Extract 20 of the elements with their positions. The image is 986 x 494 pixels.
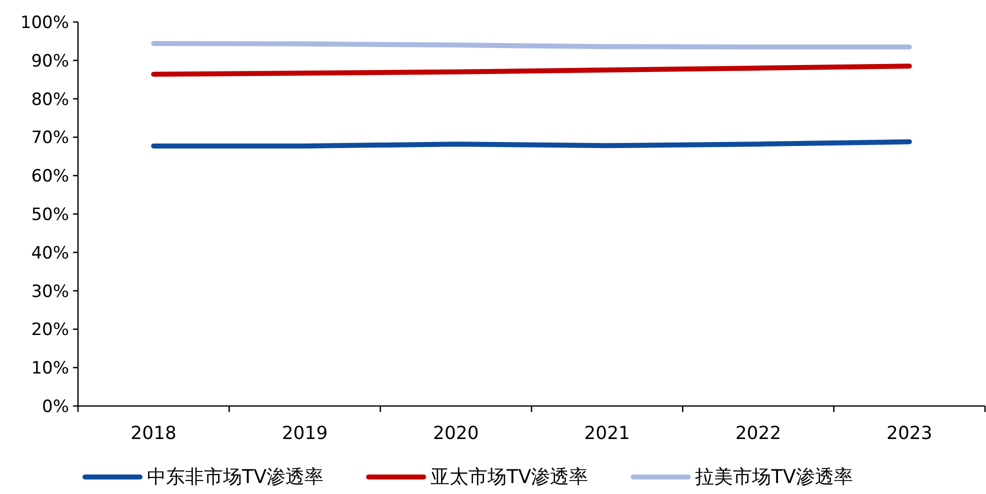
x-tick-label: 2020 bbox=[433, 423, 479, 444]
y-tick-label: 0% bbox=[42, 397, 69, 417]
x-tick-label: 2022 bbox=[735, 423, 782, 444]
y-tick-label: 10% bbox=[31, 358, 69, 379]
x-tick-label: 2019 bbox=[282, 423, 328, 444]
y-tick-label: 40% bbox=[31, 243, 69, 264]
y-tick-label: 90% bbox=[31, 51, 69, 72]
x-tick-label: 2018 bbox=[130, 423, 176, 444]
y-tick-label: 70% bbox=[31, 128, 69, 148]
y-tick-label: 50% bbox=[31, 205, 69, 225]
y-tick-label: 30% bbox=[31, 282, 69, 302]
x-tick-label: 2023 bbox=[886, 423, 932, 444]
x-tick-label: 2021 bbox=[584, 423, 630, 444]
legend-label: 亚太市场TV渗透率 bbox=[430, 466, 588, 488]
y-tick-label: 100% bbox=[20, 13, 69, 33]
y-tick-label: 60% bbox=[31, 166, 69, 187]
legend-label: 拉美市场TV渗透率 bbox=[695, 466, 853, 488]
y-tick-label: 80% bbox=[31, 90, 69, 110]
y-tick-label: 20% bbox=[31, 320, 69, 340]
legend-label: 中东非市场TV渗透率 bbox=[147, 466, 324, 488]
